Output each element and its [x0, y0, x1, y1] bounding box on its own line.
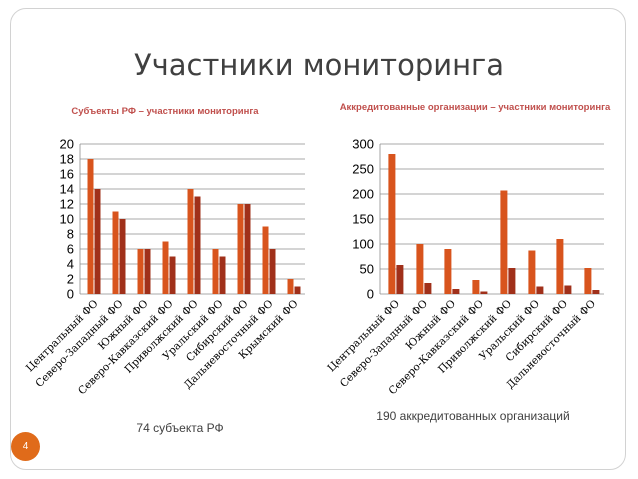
bar — [294, 286, 301, 294]
bar — [472, 280, 480, 294]
slide-title: Участники мониторинга — [133, 48, 505, 82]
bar — [508, 268, 516, 294]
y-tick-label: 2 — [67, 272, 74, 287]
bar — [564, 285, 572, 294]
slide-frame — [10, 8, 626, 470]
bar — [556, 239, 564, 294]
bar — [194, 196, 201, 294]
bar — [444, 249, 452, 294]
bar — [244, 204, 251, 294]
y-tick-label: 0 — [67, 287, 74, 302]
bar — [87, 159, 94, 294]
y-tick-label: 4 — [67, 257, 74, 272]
bar — [536, 286, 544, 294]
bar — [112, 211, 119, 294]
bar — [94, 189, 101, 294]
y-tick-label: 8 — [67, 227, 74, 242]
y-tick-label: 150 — [352, 212, 374, 227]
bar — [480, 291, 488, 294]
bar — [528, 250, 536, 294]
bar — [119, 219, 126, 294]
bar — [137, 249, 144, 294]
bar — [212, 249, 219, 294]
bar — [416, 244, 424, 294]
bar — [396, 265, 404, 294]
chart-title-organizations: Аккредитованные организации – участники … — [339, 102, 611, 113]
y-tick-label: 0 — [367, 287, 374, 302]
caption-organizations: 190 аккредитованных организаций — [376, 409, 570, 423]
bar — [144, 249, 151, 294]
bar — [388, 154, 396, 294]
page-number-badge: 4 — [11, 432, 40, 461]
y-tick-label: 200 — [352, 187, 374, 202]
y-tick-label: 6 — [67, 242, 74, 257]
bar — [500, 190, 508, 294]
y-tick-label: 100 — [352, 237, 374, 252]
bar — [592, 290, 600, 294]
y-tick-label: 20 — [60, 137, 74, 152]
bar — [237, 204, 244, 294]
y-tick-label: 250 — [352, 162, 374, 177]
bar — [452, 289, 460, 294]
y-tick-label: 10 — [60, 212, 74, 227]
bar — [424, 283, 432, 294]
bar — [169, 256, 176, 294]
chart-title-subjects: Субъекты РФ – участники мониторинга — [71, 106, 259, 117]
y-tick-label: 16 — [60, 167, 74, 182]
bar — [287, 279, 294, 294]
y-tick-label: 300 — [352, 137, 374, 152]
y-tick-label: 50 — [360, 262, 374, 277]
bar — [219, 256, 226, 294]
bar — [269, 249, 276, 294]
caption-subjects: 74 субъекта РФ — [136, 421, 224, 435]
bar — [187, 189, 194, 294]
y-tick-label: 12 — [60, 197, 74, 212]
y-tick-label: 18 — [60, 152, 74, 167]
bar — [262, 226, 269, 294]
bar — [584, 268, 592, 294]
bar — [162, 241, 169, 294]
y-tick-label: 14 — [60, 182, 74, 197]
